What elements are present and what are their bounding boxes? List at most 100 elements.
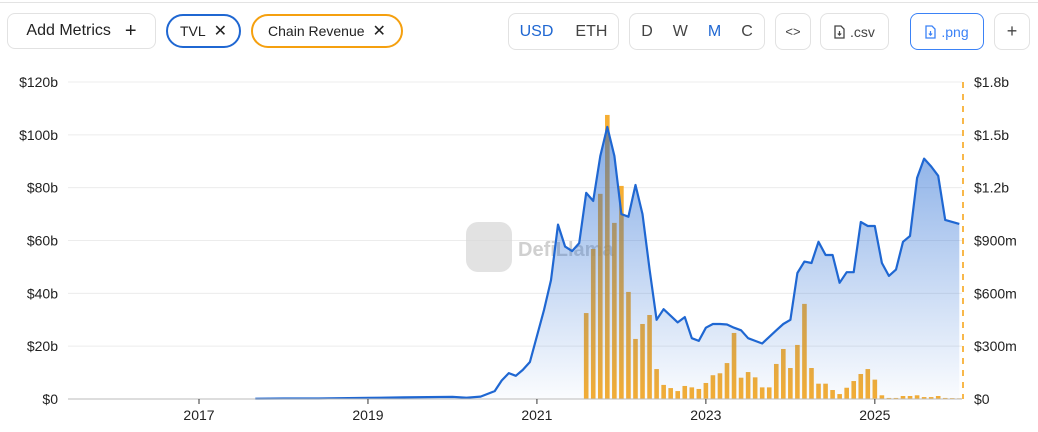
download-png-button[interactable]: .png bbox=[910, 13, 984, 50]
y-left-tick-label: $100b bbox=[19, 127, 58, 143]
file-download-icon bbox=[834, 24, 845, 39]
revenue-bar bbox=[957, 398, 962, 399]
currency-usd[interactable]: USD bbox=[519, 22, 554, 40]
png-label: .png bbox=[941, 23, 969, 40]
revenue-bar bbox=[872, 379, 878, 399]
y-left-tick-label: $40b bbox=[27, 285, 58, 301]
currency-eth[interactable]: ETH bbox=[575, 22, 608, 40]
revenue-bar bbox=[654, 369, 659, 399]
revenue-bar bbox=[823, 383, 828, 399]
revenue-bar bbox=[830, 390, 835, 399]
x-tick-label: 2025 bbox=[859, 407, 890, 423]
csv-label: .csv bbox=[850, 23, 875, 40]
revenue-bar bbox=[640, 323, 645, 399]
embed-button[interactable]: <> bbox=[775, 13, 811, 50]
revenue-bar bbox=[942, 397, 948, 399]
metric-pill-chain-revenue[interactable]: Chain Revenue ✕ bbox=[251, 14, 403, 48]
revenue-bar bbox=[788, 368, 793, 399]
revenue-bar bbox=[710, 375, 716, 399]
revenue-bar bbox=[893, 397, 899, 399]
currency-toggle: USD ETH bbox=[508, 13, 619, 50]
revenue-bar bbox=[668, 388, 673, 399]
revenue-bar bbox=[949, 398, 955, 399]
code-icon: <> bbox=[785, 24, 801, 39]
revenue-bar bbox=[914, 395, 920, 399]
revenue-bar bbox=[738, 377, 744, 399]
revenue-bar bbox=[647, 314, 652, 399]
revenue-bar bbox=[597, 193, 603, 399]
revenue-bar bbox=[935, 396, 941, 399]
watermark: DefiLlama bbox=[466, 222, 614, 272]
revenue-bar bbox=[900, 396, 906, 399]
y-left-tick-label: $80b bbox=[27, 180, 58, 196]
revenue-bar bbox=[816, 383, 821, 399]
file-download-icon bbox=[925, 24, 937, 39]
revenue-bar bbox=[745, 372, 751, 399]
revenue-bar bbox=[928, 397, 934, 399]
revenue-bar bbox=[696, 388, 702, 399]
more-button[interactable]: + bbox=[994, 13, 1030, 50]
revenue-bar bbox=[886, 397, 892, 399]
granularity-w[interactable]: W bbox=[672, 22, 688, 40]
y-left-tick-label: $0 bbox=[42, 391, 58, 407]
revenue-bar bbox=[619, 185, 624, 399]
y-left-tick-label: $120b bbox=[19, 74, 58, 90]
revenue-bar bbox=[858, 373, 864, 399]
x-tick-label: 2021 bbox=[521, 407, 552, 423]
revenue-bar bbox=[590, 248, 596, 399]
revenue-bar bbox=[759, 387, 765, 399]
revenue-bar bbox=[802, 303, 807, 399]
revenue-bar bbox=[795, 344, 800, 399]
y-right-tick-label: $300m bbox=[974, 338, 1017, 354]
revenue-bar bbox=[844, 387, 849, 399]
granularity-c[interactable]: C bbox=[741, 22, 753, 40]
revenue-bar bbox=[851, 381, 857, 399]
revenue-bar bbox=[689, 387, 695, 399]
add-metrics-button[interactable]: Add Metrics + bbox=[7, 13, 156, 49]
revenue-bar bbox=[865, 369, 871, 399]
plus-icon: + bbox=[1006, 21, 1018, 41]
revenue-bar bbox=[612, 222, 617, 399]
revenue-bar bbox=[921, 397, 927, 399]
y-right-tick-label: $1.5b bbox=[974, 127, 1009, 143]
revenue-bar bbox=[605, 114, 610, 400]
close-icon[interactable]: ✕ bbox=[372, 23, 386, 40]
revenue-bar bbox=[766, 387, 772, 399]
x-tick-label: 2017 bbox=[183, 407, 214, 423]
revenue-bar bbox=[717, 373, 723, 399]
revenue-bar bbox=[907, 396, 913, 399]
revenue-bar bbox=[661, 384, 666, 399]
y-right-tick-label: $0 bbox=[974, 391, 990, 407]
y-right-tick-label: $1.2b bbox=[974, 180, 1009, 196]
y-left-tick-label: $60b bbox=[27, 233, 58, 249]
metric-pill-label: TVL bbox=[179, 23, 206, 39]
y-left-tick-label: $20b bbox=[27, 338, 58, 354]
metric-pill-tvl[interactable]: TVL ✕ bbox=[166, 14, 241, 48]
watermark-text: DefiLlama bbox=[518, 239, 614, 261]
granularity-m[interactable]: M bbox=[707, 22, 722, 40]
granularity-d[interactable]: D bbox=[641, 22, 653, 40]
top-divider bbox=[0, 2, 1038, 3]
revenue-bar bbox=[724, 363, 730, 399]
revenue-bar bbox=[703, 382, 709, 399]
y-right-tick-label: $1.8b bbox=[974, 74, 1009, 90]
x-tick-label: 2019 bbox=[352, 407, 383, 423]
close-icon[interactable]: ✕ bbox=[213, 23, 228, 40]
tvl-line bbox=[255, 125, 960, 400]
revenue-bar bbox=[583, 313, 589, 399]
metric-pill-label: Chain Revenue bbox=[268, 23, 365, 39]
revenue-bar bbox=[781, 348, 786, 399]
x-tick-label: 2023 bbox=[690, 407, 721, 423]
add-metrics-label: Add Metrics bbox=[26, 22, 111, 39]
download-csv-button[interactable]: .csv bbox=[820, 13, 889, 50]
revenue-bar bbox=[731, 332, 737, 399]
revenue-bar bbox=[675, 391, 681, 399]
revenue-bar bbox=[626, 291, 631, 399]
granularity-toggle: D W M C bbox=[629, 13, 765, 50]
revenue-bar bbox=[773, 363, 779, 399]
revenue-bar bbox=[879, 395, 885, 399]
llama-logo-icon bbox=[466, 222, 512, 272]
revenue-bar bbox=[837, 394, 842, 399]
revenue-bar bbox=[752, 377, 758, 399]
